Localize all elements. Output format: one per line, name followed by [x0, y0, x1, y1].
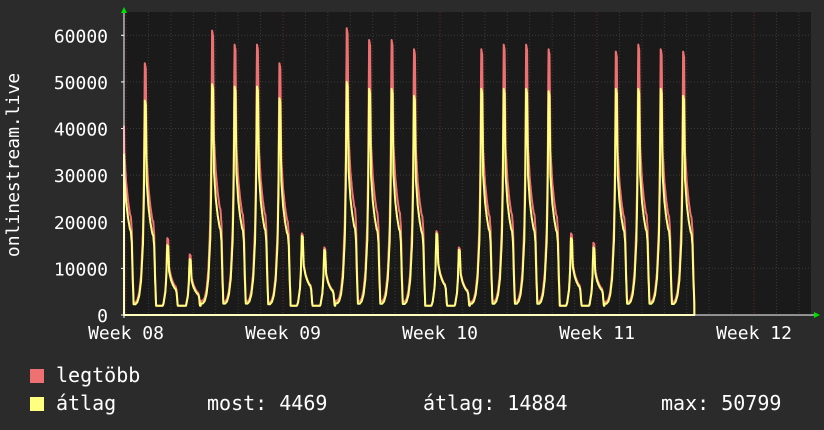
- x-tick-labels: Week 08 Week 09 Week 10 Week 11 Week 12: [88, 323, 792, 344]
- y-tick-label: 50000: [54, 73, 108, 94]
- x-tick-label: Week 08: [88, 323, 164, 344]
- y-tick-label: 10000: [54, 259, 108, 280]
- grid: [121, 12, 811, 316]
- legend-max-label: legtöbb: [56, 363, 141, 387]
- y-tick-label: 40000: [54, 120, 108, 141]
- x-tick-label: Week 10: [402, 323, 478, 344]
- axes: [121, 7, 820, 318]
- stat-current-label: most:: [207, 391, 268, 415]
- series-group: [123, 27, 696, 316]
- stat-average-value: 14884: [507, 391, 568, 415]
- x-tick-label: Week 11: [559, 323, 635, 344]
- x-axis-arrow: [814, 312, 820, 318]
- y-tick-label: 30000: [54, 166, 108, 187]
- legend-avg-label: átlag: [56, 391, 117, 415]
- y-tick-labels: 0 10000 20000 30000 40000 50000 60000: [54, 26, 108, 327]
- legend-max-swatch: [30, 369, 44, 383]
- stat-current: most: 4469: [207, 391, 327, 415]
- legend-max: legtöbb: [30, 363, 140, 387]
- x-tick-label: Week 09: [245, 323, 321, 344]
- stat-max-label: max:: [661, 391, 710, 415]
- stat-average: átlag: 14884: [423, 391, 568, 415]
- stat-current-value: 4469: [279, 391, 328, 415]
- stat-max-value: 50799: [721, 391, 782, 415]
- series-line-avg: [123, 80, 696, 316]
- y-axis-arrow: [121, 7, 127, 13]
- y-tick-label: 0: [97, 306, 108, 327]
- stat-average-label: átlag:: [423, 391, 496, 415]
- plot-area: [124, 12, 811, 315]
- y-axis-label: onlinestream.live: [3, 73, 24, 257]
- legend-avg-swatch: [30, 397, 44, 411]
- y-tick-label: 60000: [54, 26, 108, 47]
- stat-max: max: 50799: [661, 391, 781, 415]
- y-tick-label: 20000: [54, 213, 108, 234]
- x-tick-label: Week 12: [716, 323, 792, 344]
- legend-avg: átlag: [30, 391, 116, 415]
